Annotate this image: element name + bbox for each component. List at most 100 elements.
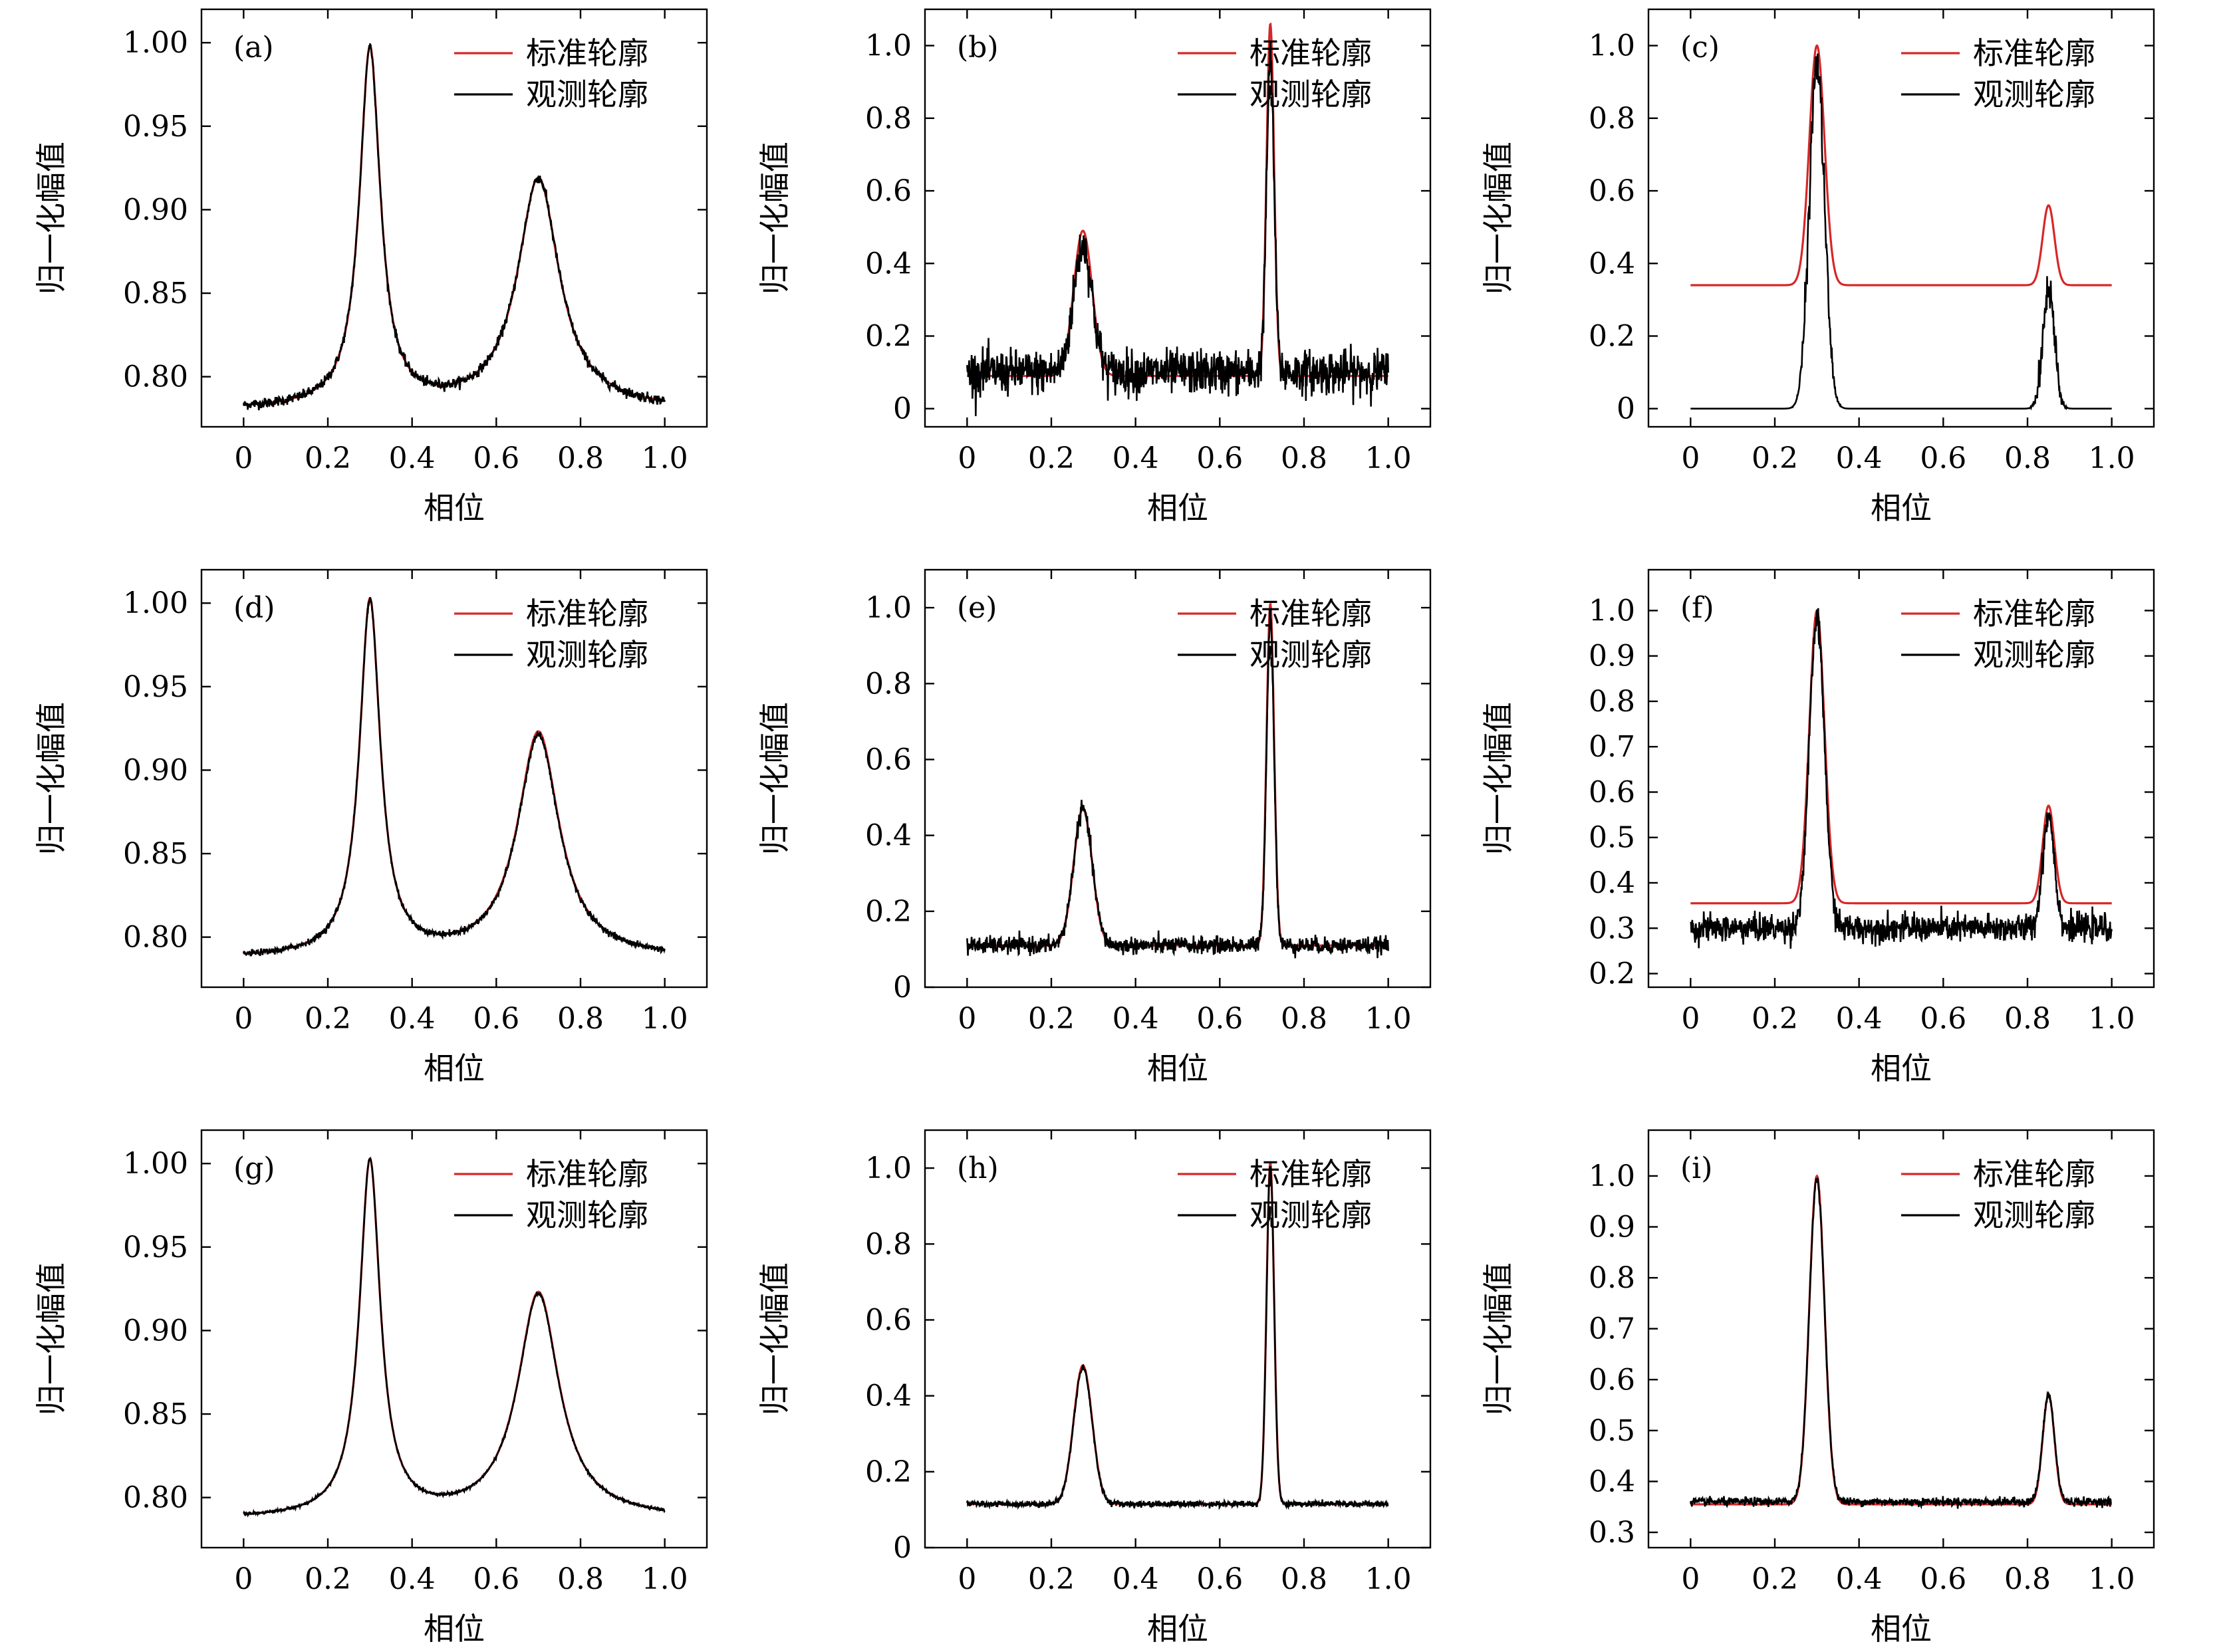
y-tick-label: 1.00 <box>123 26 188 60</box>
x-tick-label: 0.8 <box>2004 1002 2051 1036</box>
series-observed-line <box>243 43 666 411</box>
axes-frame <box>1647 1129 2155 1549</box>
legend-label-observed: 观测轮廓 <box>526 76 648 112</box>
x-tick-label: 0.6 <box>1196 1002 1243 1036</box>
y-tick-label: 0 <box>893 971 912 1004</box>
panel-a: 0 0.2 0.4 0.6 0.8 1.0 0.80 0.85 0.90 0.95 1.00 相位 归一… <box>33 8 708 526</box>
x-tick-label: 0.8 <box>1281 1002 1327 1036</box>
panel-label: (a) <box>233 31 274 64</box>
x-tick-label: 0.2 <box>1028 1002 1075 1036</box>
series-observed-line <box>1690 53 2112 411</box>
series-observed-line <box>966 40 1389 416</box>
panel-label: (h) <box>957 1151 999 1185</box>
x-tick-label: 0.2 <box>1752 441 1798 475</box>
panel-f: 0 0.2 0.4 0.6 0.8 1.0 0.2 0.3 0.4 0.5 0.6 0.7 0.8 0.9… <box>1480 568 2155 1086</box>
x-tick-label: 0.4 <box>389 1562 436 1596</box>
x-tick-label: 0.4 <box>389 441 436 475</box>
y-axis-label: 归一化幅值 <box>1480 142 1516 295</box>
y-tick-label: 1.0 <box>865 591 912 625</box>
x-tick-label: 0.4 <box>1112 1002 1159 1036</box>
panel-label: (f) <box>1680 591 1714 625</box>
y-tick-label: 1.0 <box>1589 594 1635 628</box>
y-axis-label: 归一化幅值 <box>1480 702 1516 855</box>
y-tick-label: 1.0 <box>1589 29 1635 63</box>
x-tick-label: 0.6 <box>473 1002 519 1036</box>
x-tick-label: 1.0 <box>1365 1562 1412 1596</box>
x-tick-label: 0.6 <box>473 1562 519 1596</box>
legend-label-observed: 观测轮廓 <box>1973 76 2095 112</box>
axes-frame <box>200 568 708 989</box>
x-tick-label: 1.0 <box>2089 1002 2135 1036</box>
y-tick-label: 0.6 <box>865 743 912 776</box>
axes-frame <box>924 568 1432 989</box>
y-tick-label: 0.6 <box>865 1303 912 1337</box>
x-tick-label: 0 <box>234 441 253 475</box>
y-tick-label: 1.0 <box>865 29 912 63</box>
y-tick-label: 0.8 <box>1589 102 1635 136</box>
y-tick-label: 0.8 <box>865 667 912 701</box>
y-tick-label: 0.4 <box>1589 866 1635 900</box>
y-tick-label: 0.6 <box>1589 1363 1635 1397</box>
panel-label: (g) <box>233 1151 275 1185</box>
x-tick-label: 0.4 <box>1836 1002 1883 1036</box>
panel-label: (c) <box>1680 31 1720 64</box>
y-tick-label: 0 <box>893 1531 912 1565</box>
y-tick-label: 0.9 <box>1589 1211 1635 1244</box>
legend-label-observed: 观测轮廓 <box>1249 76 1372 112</box>
x-tick-label: 0 <box>958 1562 976 1596</box>
legend-label-standard: 标准轮廓 <box>1973 596 2095 632</box>
x-tick-label: 1.0 <box>642 1002 688 1036</box>
legend-label-standard: 标准轮廓 <box>1973 1156 2095 1192</box>
x-tick-label: 0.6 <box>473 441 519 475</box>
y-tick-label: 0.2 <box>865 1455 912 1489</box>
y-axis-label: 归一化幅值 <box>33 142 69 295</box>
legend-label-observed: 观测轮廓 <box>1973 637 2095 673</box>
legend-label-standard: 标准轮廓 <box>526 596 648 632</box>
x-tick-label: 0.2 <box>305 1562 351 1596</box>
axes-frame <box>1647 568 2155 989</box>
x-tick-label: 0.8 <box>557 1562 604 1596</box>
y-tick-label: 0.2 <box>1589 319 1635 353</box>
x-tick-label: 0.6 <box>1920 1562 1966 1596</box>
x-tick-label: 0.2 <box>305 441 351 475</box>
y-tick-label: 0.85 <box>123 837 188 871</box>
y-tick-label: 0.95 <box>123 670 188 704</box>
x-tick-label: 0.6 <box>1196 441 1243 475</box>
y-tick-label: 0.95 <box>123 1231 188 1264</box>
x-tick-label: 0.8 <box>2004 441 2051 475</box>
x-tick-label: 0.8 <box>557 441 604 475</box>
y-tick-label: 0.7 <box>1589 1312 1635 1346</box>
series-observed-line <box>243 1157 666 1518</box>
y-tick-label: 1.0 <box>865 1151 912 1185</box>
x-tick-label: 0.2 <box>1028 441 1075 475</box>
panel-i: 0 0.2 0.4 0.6 0.8 1.0 0.3 0.4 0.5 0.6 0.7 0.8 0.9 1.0… <box>1480 1129 2155 1647</box>
y-tick-label: 1.00 <box>123 1147 188 1181</box>
axes-frame <box>924 8 1432 428</box>
x-axis-label: 相位 <box>1871 1611 1932 1647</box>
x-tick-label: 0.4 <box>1112 441 1159 475</box>
legend-label-standard: 标准轮廓 <box>1973 35 2095 71</box>
x-tick-label: 0.8 <box>1281 441 1327 475</box>
panel-g: 0 0.2 0.4 0.6 0.8 1.0 0.80 0.85 0.90 0.95 1.00 相位 归一… <box>33 1129 708 1647</box>
x-axis-label: 相位 <box>1871 1050 1932 1086</box>
x-tick-label: 0.6 <box>1920 441 1966 475</box>
panel-label: (b) <box>957 31 999 64</box>
y-tick-label: 0.3 <box>1589 1516 1635 1550</box>
legend-label-standard: 标准轮廓 <box>526 35 648 71</box>
x-tick-label: 0 <box>958 1002 976 1036</box>
y-tick-label: 0.6 <box>1589 775 1635 809</box>
x-tick-label: 1.0 <box>2089 1562 2135 1596</box>
x-axis-label: 相位 <box>424 490 485 526</box>
series-observed-line <box>243 596 666 957</box>
legend-label-observed: 观测轮廓 <box>1249 1197 1372 1233</box>
x-tick-label: 0.8 <box>1281 1562 1327 1596</box>
y-tick-label: 0.2 <box>1589 957 1635 991</box>
y-tick-label: 0.80 <box>123 1481 188 1515</box>
x-tick-label: 1.0 <box>2089 441 2135 475</box>
y-tick-label: 0.85 <box>123 1397 188 1431</box>
axes-frame <box>1647 8 2155 428</box>
y-tick-label: 0.7 <box>1589 730 1635 764</box>
series-observed-line <box>966 618 1389 959</box>
series-observed-line <box>1690 1177 2112 1510</box>
